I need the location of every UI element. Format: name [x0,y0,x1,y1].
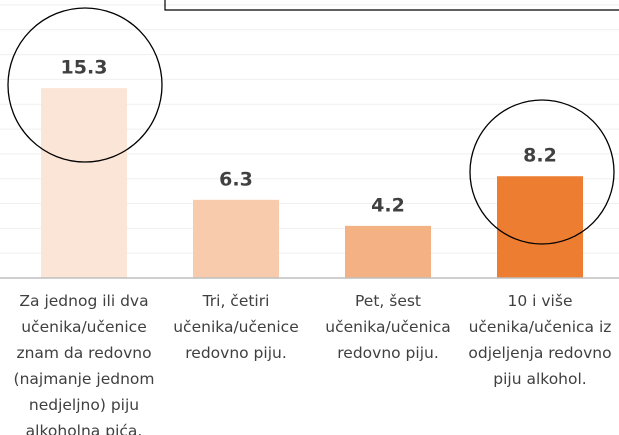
data-label: 15.3 [61,57,108,79]
highlight-circle [469,99,615,245]
bar [497,176,583,278]
data-label: 4.2 [371,194,405,216]
data-label: 6.3 [219,168,253,190]
x-tick-label: Pet, šest učenika/učenica redovno piju. [325,292,451,362]
x-tick-label: Tri, četiri učenika/učenice redovno piju… [173,292,299,362]
highlight-circle [7,7,163,163]
data-label: 8.2 [523,145,557,167]
x-tick-label: Za jednog ili dva učenika/učenice znam d… [13,292,155,435]
bar [41,88,127,278]
bars: 15.3 6.3 4.2 8.2 [41,57,583,278]
x-tick-label: 10 i više učenika/učenica iz odjeljenja … [468,292,612,388]
bar [193,199,279,278]
bar [345,225,431,278]
frame-edge [164,0,619,11]
